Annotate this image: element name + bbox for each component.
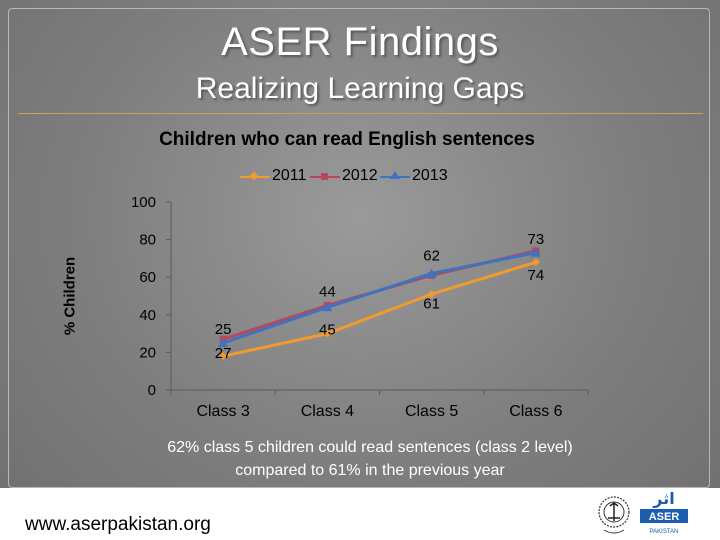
chart-title: Children who can read English sentences xyxy=(159,129,535,150)
data-point-2013 xyxy=(322,302,333,312)
x-tick-label: Class 4 xyxy=(301,403,354,420)
y-tick-label: 40 xyxy=(139,307,156,324)
seal-logo-icon xyxy=(598,496,630,534)
legend-label-2013: 2013 xyxy=(412,167,448,184)
data-label-2013: 44 xyxy=(319,283,336,300)
slide-caption: 62% class 5 children could read sentence… xyxy=(0,436,720,482)
y-tick-label: 80 xyxy=(139,232,156,249)
legend-marker-2013 xyxy=(390,171,400,179)
slide-frame xyxy=(8,8,710,488)
legend-label-2011: 2011 xyxy=(272,167,307,184)
data-point-2011 xyxy=(531,258,540,267)
legend-marker-2012 xyxy=(321,173,328,180)
series-line-2011 xyxy=(222,260,537,358)
y-tick-label: 60 xyxy=(139,269,156,286)
series-line-2013 xyxy=(222,251,537,345)
svg-text:ASER: ASER xyxy=(649,511,680,523)
x-tick-label: Class 3 xyxy=(196,403,249,420)
title-divider xyxy=(18,113,703,114)
data-point-2013 xyxy=(530,247,541,257)
data-label-2012: 61 xyxy=(423,295,440,312)
line-chart: 0 20 40 60 80 100 Class 3 Class 4 Class 5 Class 6… xyxy=(131,194,589,420)
data-label-2013: 73 xyxy=(528,231,545,248)
data-point-2011 xyxy=(323,329,332,338)
y-tick-label: 20 xyxy=(139,344,156,361)
data-point-2013 xyxy=(218,338,229,347)
aser-pakistan-logo-icon: اثر ASER PAKISTAN xyxy=(640,489,688,535)
data-label-2013: 25 xyxy=(215,321,232,338)
caption-line-1: 62% class 5 children could read sentence… xyxy=(167,439,573,456)
legend-label-2012: 2012 xyxy=(342,167,378,184)
data-label-2012: 45 xyxy=(319,321,336,338)
y-tick-label: 100 xyxy=(131,194,156,211)
slide-title: ASER Findings xyxy=(221,20,499,64)
footer-bar xyxy=(0,488,720,540)
svg-text:PAKISTAN: PAKISTAN xyxy=(650,529,679,535)
data-point-2011 xyxy=(427,290,436,299)
data-label-2013: 62 xyxy=(423,247,440,264)
data-point-2011 xyxy=(219,352,228,361)
data-point-2013 xyxy=(426,268,437,278)
x-tick-label: Class 5 xyxy=(405,403,458,420)
website-link[interactable]: www.aserpakistan.org xyxy=(25,514,211,535)
slide-subtitle: Realizing Learning Gaps xyxy=(195,72,525,105)
y-tick-label: 0 xyxy=(148,382,156,399)
data-label-2012: 27 xyxy=(215,345,232,362)
caption-line-2: compared to 61% in the previous year xyxy=(235,462,505,479)
x-tick-label: Class 6 xyxy=(509,403,562,420)
data-label-2012: 74 xyxy=(528,267,545,284)
logo-arabic-text: اثر xyxy=(652,489,674,508)
